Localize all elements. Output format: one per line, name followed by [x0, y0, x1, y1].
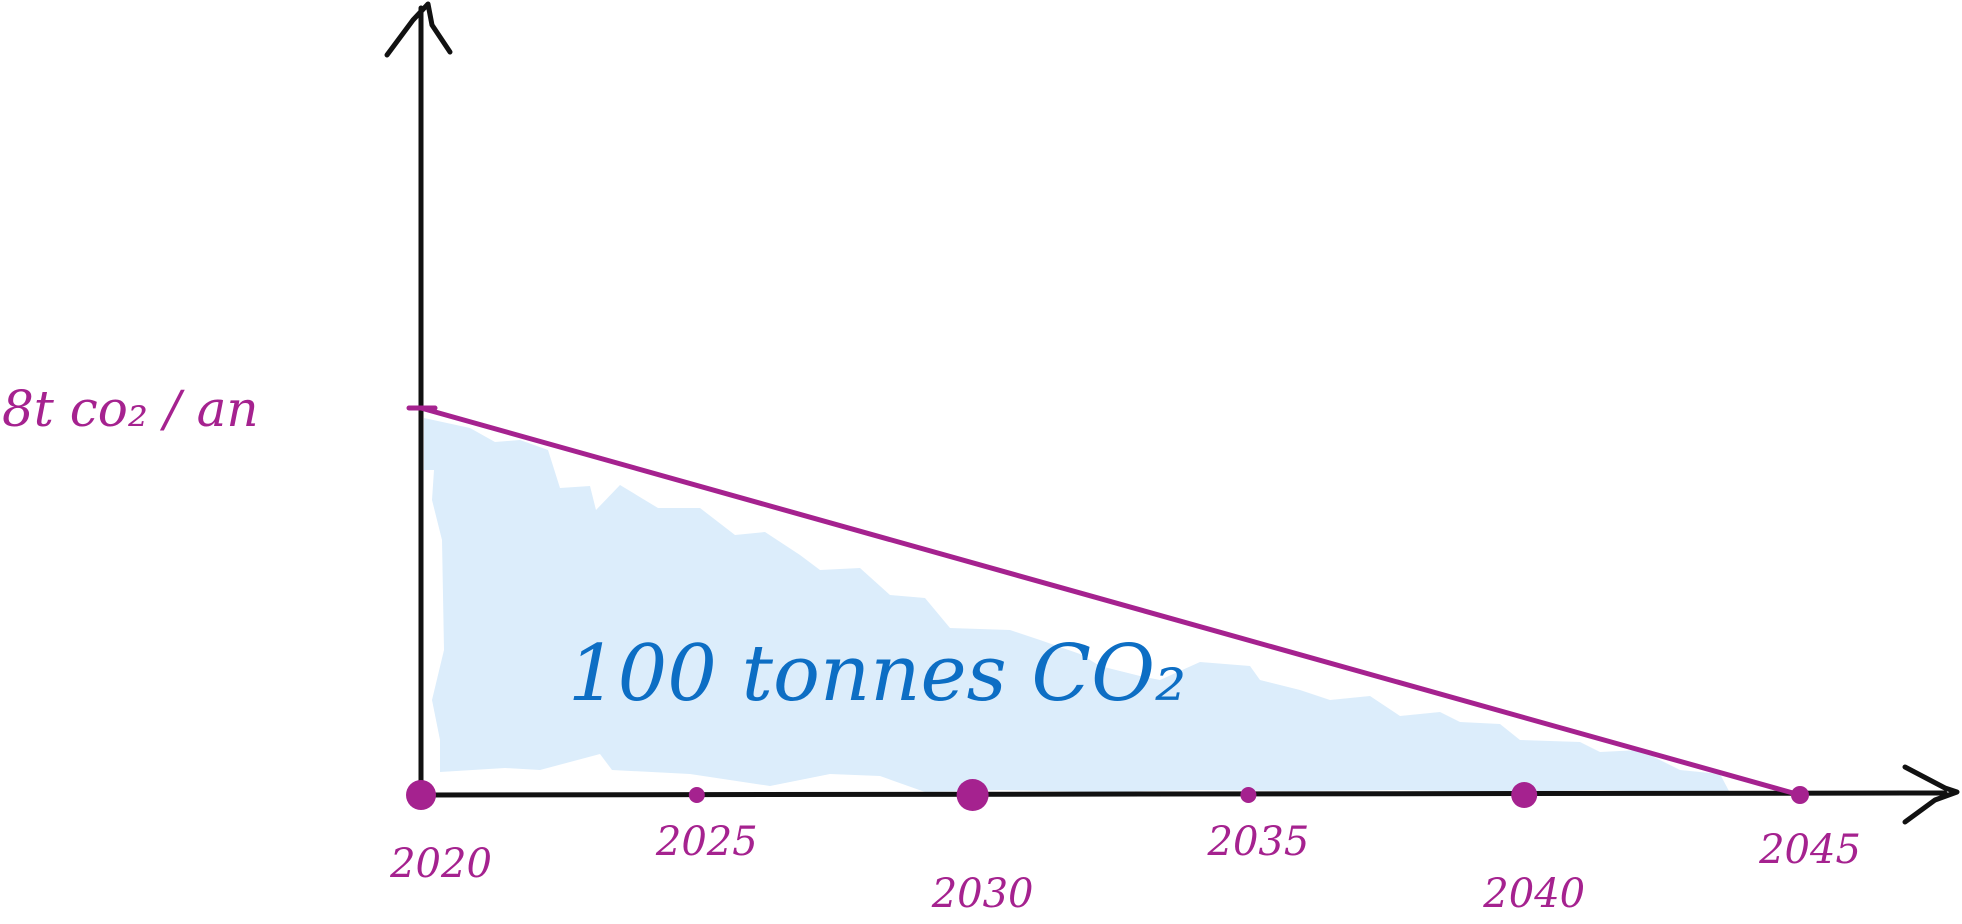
y-axis-arrowhead — [384, 1, 453, 58]
axes — [384, 1, 1960, 825]
x-tick-dot — [1511, 782, 1538, 808]
x-tick-dot — [1240, 787, 1257, 803]
area-label: 100 tonnes CO₂ — [568, 629, 1186, 719]
x-tick-label: 2045 — [1758, 827, 1861, 873]
x-tick-dot — [956, 779, 989, 811]
x-tick-dot — [688, 787, 705, 803]
x-tick-labels: 2020 2025 2030 2035 2040 2045 — [389, 819, 1861, 917]
series-line — [418, 405, 1803, 798]
x-axis — [418, 790, 1948, 798]
x-tick-dot — [1791, 786, 1809, 804]
x-tick-dots — [406, 779, 1809, 811]
x-axis-arrowhead — [1902, 764, 1960, 825]
x-tick-dot — [406, 780, 436, 810]
x-tick-label: 2030 — [931, 871, 1034, 917]
x-tick-label: 2020 — [389, 841, 492, 887]
area-fill — [424, 418, 1730, 793]
y-marker-label: 8t co₂ / an — [2, 380, 259, 438]
x-tick-label: 2035 — [1207, 819, 1310, 865]
x-tick-label: 2040 — [1482, 871, 1585, 917]
x-tick-label: 2025 — [655, 819, 758, 865]
